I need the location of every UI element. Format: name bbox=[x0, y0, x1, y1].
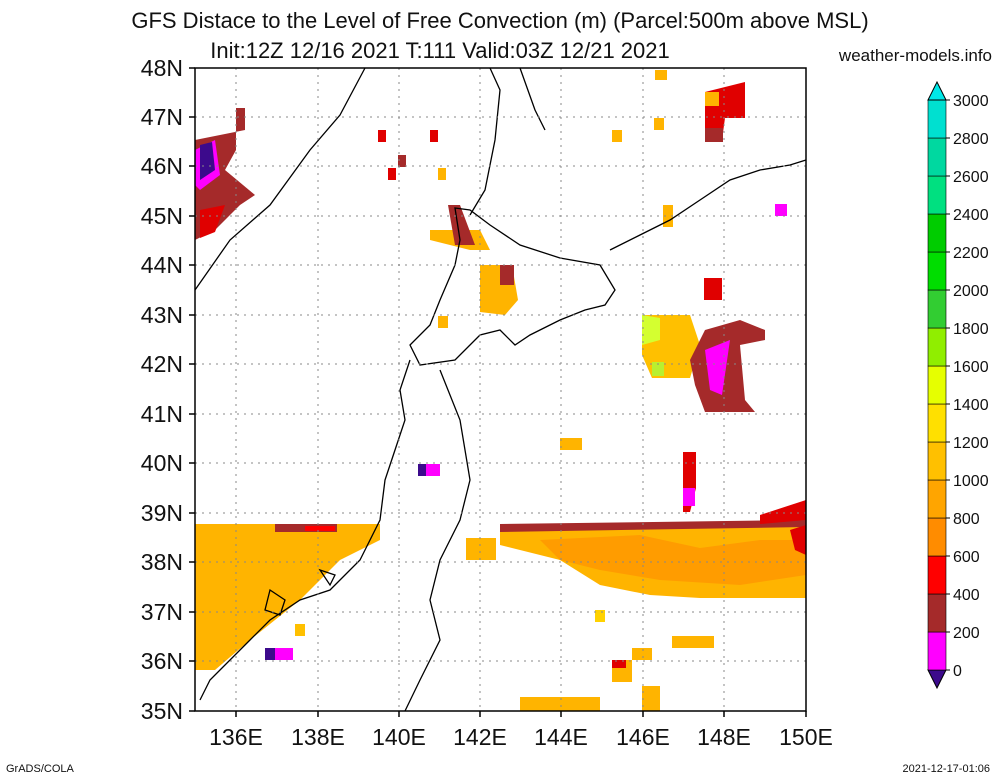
map-subtitle: Init:12Z 12/16 2021 T:111 Valid:03Z 12/2… bbox=[210, 38, 670, 63]
tick-marks bbox=[189, 67, 807, 717]
lat-label: 47N bbox=[141, 104, 183, 130]
lon-label: 140E bbox=[372, 724, 426, 750]
colorbar-segment bbox=[927, 631, 947, 671]
colorbar-segment bbox=[927, 365, 947, 405]
field-fill bbox=[195, 70, 806, 711]
colorbar-label: 600 bbox=[953, 549, 980, 566]
lon-label: 148E bbox=[697, 724, 751, 750]
colorbar-segment bbox=[927, 593, 947, 633]
colorbar-label: 400 bbox=[953, 587, 980, 604]
colorbar-label: 1600 bbox=[953, 359, 989, 376]
field-band-red-top bbox=[500, 520, 806, 532]
lon-label: 146E bbox=[616, 724, 670, 750]
lat-label: 41N bbox=[141, 401, 183, 427]
lat-label: 44N bbox=[141, 252, 183, 278]
colorbar-segment bbox=[927, 251, 947, 291]
lon-label: 136E bbox=[209, 724, 263, 750]
lat-label: 46N bbox=[141, 153, 183, 179]
colorbar-segment bbox=[927, 213, 947, 253]
colorbar-segment bbox=[927, 441, 947, 481]
lat-label: 43N bbox=[141, 302, 183, 328]
colorbar-label: 1200 bbox=[953, 435, 989, 452]
colorbar-label: 2800 bbox=[953, 131, 989, 148]
colorbar-label: 3000 bbox=[953, 93, 989, 110]
lat-label: 40N bbox=[141, 450, 183, 476]
lon-label: 150E bbox=[779, 724, 833, 750]
colorbar-label: 2200 bbox=[953, 245, 989, 262]
colorbar-label: 2000 bbox=[953, 283, 989, 300]
footer-timestamp: 2021-12-17-01:06 bbox=[902, 763, 990, 775]
lat-label: 39N bbox=[141, 500, 183, 526]
lon-label: 142E bbox=[453, 724, 507, 750]
colorbar-segment bbox=[927, 137, 947, 177]
colorbar-label: 800 bbox=[953, 511, 980, 528]
coastlines bbox=[194, 67, 807, 712]
plot-area bbox=[194, 67, 807, 712]
colorbar-segment bbox=[927, 403, 947, 443]
plot-frame bbox=[194, 67, 807, 712]
colorbar-segment bbox=[927, 327, 947, 367]
lon-label: 138E bbox=[291, 724, 345, 750]
lat-labels: 35N 36N 37N 38N 39N 40N 41N 42N 43N 44N … bbox=[141, 55, 183, 724]
colorbar-label: 1800 bbox=[953, 321, 989, 338]
colorbar: 0 200 400 600 800 1000 1200 1400 1600 1800 2000 220… bbox=[927, 80, 989, 690]
colorbar-segment bbox=[927, 99, 947, 139]
lon-label: 144E bbox=[534, 724, 588, 750]
lat-label: 42N bbox=[141, 351, 183, 377]
colorbar-segment bbox=[927, 289, 947, 329]
colorbar-label: 2600 bbox=[953, 169, 989, 186]
colorbar-label: 0 bbox=[953, 663, 962, 680]
lat-label: 48N bbox=[141, 55, 183, 81]
colorbar-segment bbox=[927, 517, 947, 557]
colorbar-segment bbox=[927, 175, 947, 215]
colorbar-label: 1400 bbox=[953, 397, 989, 414]
field-band-south bbox=[195, 524, 380, 670]
site-label: weather-models.info bbox=[838, 46, 992, 65]
lat-label: 38N bbox=[141, 549, 183, 575]
footer-software: GrADS/COLA bbox=[6, 763, 74, 775]
lat-label: 37N bbox=[141, 599, 183, 625]
lat-label: 45N bbox=[141, 203, 183, 229]
colorbar-min-arrow bbox=[927, 669, 947, 690]
lat-label: 35N bbox=[141, 698, 183, 724]
colorbar-segment bbox=[927, 555, 947, 595]
colorbar-label: 200 bbox=[953, 625, 980, 642]
lat-label: 36N bbox=[141, 648, 183, 674]
colorbar-label: 1000 bbox=[953, 473, 989, 490]
colorbar-max-arrow bbox=[927, 80, 947, 101]
map-title: GFS Distace to the Level of Free Convect… bbox=[131, 8, 869, 33]
colorbar-label: 2400 bbox=[953, 207, 989, 224]
colorbar-segment bbox=[927, 479, 947, 519]
lon-labels: 136E 138E 140E 142E 144E 146E 148E 150E bbox=[209, 724, 833, 750]
